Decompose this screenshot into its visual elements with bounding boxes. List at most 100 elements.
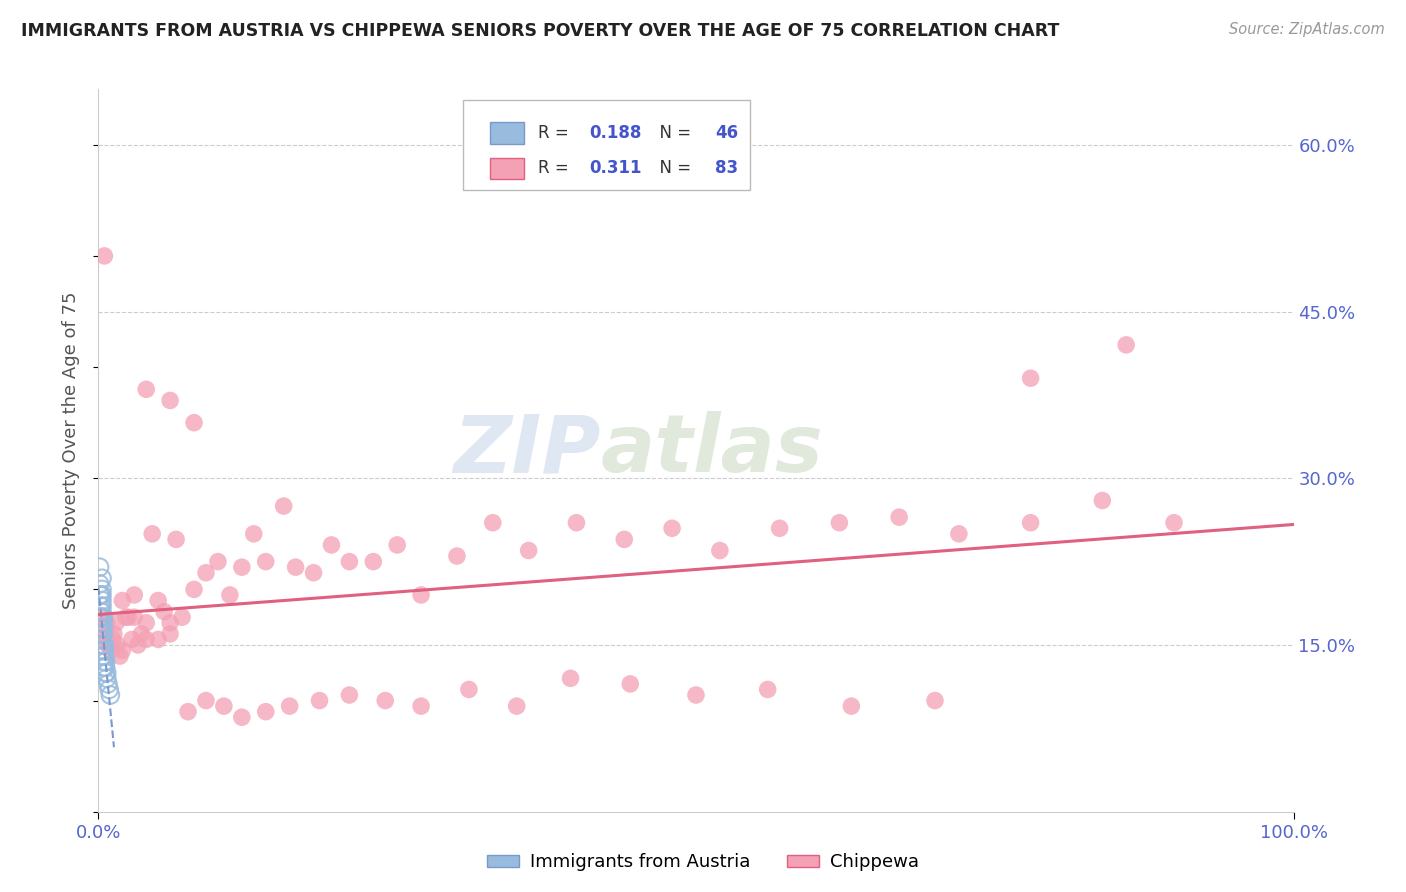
Point xyxy=(94,632,117,647)
Point xyxy=(1019,371,1042,385)
Point xyxy=(828,516,851,530)
Point xyxy=(363,555,385,569)
Point xyxy=(117,610,139,624)
Point xyxy=(93,643,115,657)
Point xyxy=(98,688,122,702)
Point xyxy=(97,677,120,691)
Text: 0.311: 0.311 xyxy=(589,160,643,178)
Point xyxy=(94,655,117,669)
Point xyxy=(94,660,117,674)
Point xyxy=(90,588,112,602)
Point xyxy=(93,660,115,674)
Point xyxy=(339,555,361,569)
Text: R =: R = xyxy=(538,124,574,142)
Point xyxy=(124,588,146,602)
Point xyxy=(105,615,128,630)
Point xyxy=(948,526,970,541)
Point xyxy=(90,599,112,613)
Point xyxy=(135,615,157,630)
Point xyxy=(685,688,707,702)
Point xyxy=(89,610,111,624)
Point xyxy=(560,671,582,685)
Point xyxy=(91,605,114,619)
Point xyxy=(91,643,114,657)
Point xyxy=(374,693,396,707)
Point xyxy=(131,627,153,641)
Point xyxy=(619,677,641,691)
Point xyxy=(91,621,114,635)
Point xyxy=(91,649,114,664)
Point xyxy=(183,416,205,430)
FancyBboxPatch shape xyxy=(491,122,524,144)
Point xyxy=(458,682,481,697)
Point xyxy=(91,610,114,624)
Point xyxy=(284,560,307,574)
Text: ZIP: ZIP xyxy=(453,411,600,490)
Point xyxy=(89,588,111,602)
Point xyxy=(91,627,114,641)
Point xyxy=(91,638,114,652)
Point xyxy=(219,588,242,602)
Point xyxy=(91,660,114,674)
FancyBboxPatch shape xyxy=(463,100,749,190)
Point xyxy=(756,682,779,697)
Point xyxy=(924,693,946,707)
Point xyxy=(101,632,124,647)
Point xyxy=(481,516,505,530)
Point xyxy=(93,649,115,664)
Point xyxy=(768,521,790,535)
Point xyxy=(91,627,114,641)
Point xyxy=(195,566,218,580)
Point xyxy=(90,627,112,641)
Text: 0.188: 0.188 xyxy=(589,124,643,142)
Point xyxy=(889,510,911,524)
Point xyxy=(91,615,114,630)
Point xyxy=(96,665,118,680)
Point xyxy=(148,593,170,607)
Point xyxy=(90,621,112,635)
Point xyxy=(841,699,863,714)
Point xyxy=(90,605,112,619)
Point xyxy=(91,599,114,613)
FancyBboxPatch shape xyxy=(491,158,524,179)
Point xyxy=(153,605,176,619)
Point xyxy=(302,566,325,580)
Point xyxy=(565,516,588,530)
Point xyxy=(127,638,149,652)
Point xyxy=(96,671,118,685)
Point xyxy=(91,593,114,607)
Point xyxy=(1019,516,1042,530)
Point xyxy=(1163,516,1185,530)
Point xyxy=(103,627,125,641)
Point xyxy=(94,665,117,680)
Point xyxy=(1115,338,1137,352)
Point xyxy=(321,538,343,552)
Point xyxy=(159,393,181,408)
Point xyxy=(183,582,205,597)
Point xyxy=(91,649,114,664)
Point xyxy=(141,526,163,541)
Point xyxy=(1091,493,1114,508)
Point xyxy=(91,588,114,602)
Point xyxy=(121,632,143,647)
Point xyxy=(89,610,111,624)
Point xyxy=(91,632,114,647)
Point xyxy=(97,638,120,652)
Point xyxy=(135,632,157,647)
Point xyxy=(91,627,114,641)
Point xyxy=(254,705,277,719)
Point xyxy=(177,705,200,719)
Point xyxy=(89,577,111,591)
Point xyxy=(90,615,112,630)
Point xyxy=(172,610,194,624)
Point xyxy=(91,610,114,624)
Point xyxy=(231,710,253,724)
Text: R =: R = xyxy=(538,160,574,178)
Point xyxy=(308,693,330,707)
Text: IMMIGRANTS FROM AUSTRIA VS CHIPPEWA SENIORS POVERTY OVER THE AGE OF 75 CORRELATI: IMMIGRANTS FROM AUSTRIA VS CHIPPEWA SENI… xyxy=(21,22,1060,40)
Point xyxy=(90,632,112,647)
Point xyxy=(124,610,146,624)
Point xyxy=(108,649,131,664)
Point xyxy=(148,632,170,647)
Point xyxy=(517,543,540,558)
